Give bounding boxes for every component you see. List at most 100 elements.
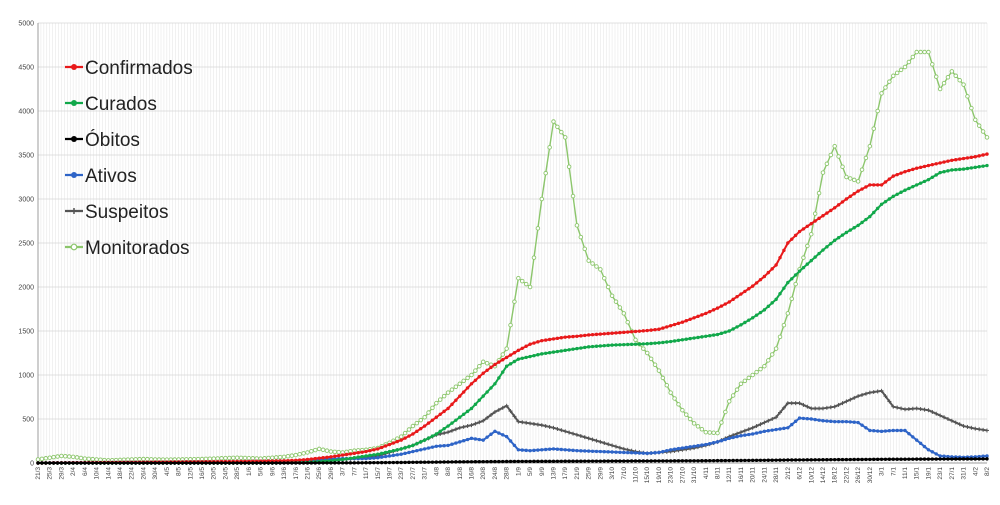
data-point [234,455,240,460]
x-tick-label: 7/10 [621,467,628,480]
data-point [907,186,911,191]
data-point [859,167,865,172]
x-tick-label: 10/12 [808,467,815,484]
data-point [493,429,497,434]
data-point [376,447,380,451]
data-point [602,441,607,446]
data-point [911,184,915,189]
data-point [820,406,825,411]
data-point [602,450,606,454]
data-point [332,449,338,455]
data-point [930,450,935,454]
data-point [176,461,181,465]
data-point [563,429,568,434]
data-point [582,246,587,252]
x-tick-label: 26/4 [140,467,147,480]
data-point [547,447,552,451]
data-point [594,438,599,443]
data-point [852,420,856,424]
data-point [426,421,431,425]
y-tick-label: 3500 [18,153,34,160]
data-point [727,300,731,304]
x-tick-label: 12/5 [187,467,194,480]
data-point [590,437,595,442]
data-point [809,406,814,411]
data-point [899,457,903,461]
data-point [55,454,60,459]
data-point [610,459,614,463]
data-point [809,458,813,462]
data-point [324,448,330,453]
data-point [489,412,494,417]
data-point [844,457,849,462]
y-tick-label: 4000 [18,109,34,116]
data-point [293,452,299,458]
data-point [883,180,888,184]
data-point [492,409,497,414]
data-point [782,426,786,431]
data-point [778,458,782,462]
data-point [391,460,396,465]
data-point [473,460,478,464]
data-point [395,439,399,444]
data-point [598,267,603,272]
data-point [637,342,642,346]
data-point [821,248,825,252]
data-point [708,441,712,446]
data-point [449,387,455,392]
data-point [872,429,876,433]
data-point [200,461,204,465]
data-point [785,311,791,316]
data-point [981,454,985,458]
data-point [410,423,416,429]
data-point [402,430,408,436]
data-point [645,328,649,333]
legend-item-confirmados: Confirmados [65,58,193,79]
data-point [501,433,505,437]
data-point [551,337,556,341]
data-point [809,231,814,237]
data-point [559,129,564,135]
data-point [578,234,584,240]
data-point [774,297,778,302]
data-point [145,461,150,465]
data-point [840,401,845,406]
data-point [485,415,490,420]
data-point [137,456,142,462]
data-point [567,448,571,452]
data-point [43,456,49,461]
data-point [364,449,368,454]
data-point [758,422,763,427]
data-point [829,208,833,213]
data-point [383,450,388,455]
data-point [813,255,817,259]
data-point [985,163,989,168]
data-point [723,330,728,334]
data-point [742,428,747,433]
data-point [747,287,751,291]
data-point [415,429,419,434]
data-point [352,451,357,456]
data-point [594,332,599,337]
data-point [415,448,419,453]
legend-marker [70,243,78,251]
data-point [747,458,751,463]
data-point [469,372,474,378]
data-point [879,91,884,96]
data-point [836,457,841,462]
data-point [911,435,915,439]
data-point [778,292,782,296]
data-point [383,460,388,465]
x-tick-label: 20/5 [211,467,218,480]
data-point [977,454,981,459]
data-point [130,461,134,465]
data-point [489,459,493,464]
data-point [305,457,310,462]
data-point [649,341,653,346]
data-point [746,427,751,432]
data-point [305,450,310,455]
data-point [83,461,87,465]
data-point [325,455,329,459]
data-point [493,459,497,464]
data-point [856,189,860,193]
